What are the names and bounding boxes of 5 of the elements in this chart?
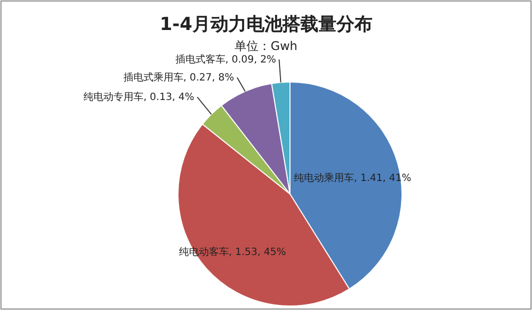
chart-subtitle: 单位：Gwh: [234, 39, 298, 53]
slice-label: 插电式客车, 0.09, 2%: [175, 53, 276, 66]
chart-title: 1-4月动力电池搭载量分布: [160, 14, 372, 35]
slice-label: 纯电动专用车, 0.13, 4%: [83, 91, 194, 104]
slice-label: 插电式乘用车, 0.27, 8%: [123, 71, 234, 84]
